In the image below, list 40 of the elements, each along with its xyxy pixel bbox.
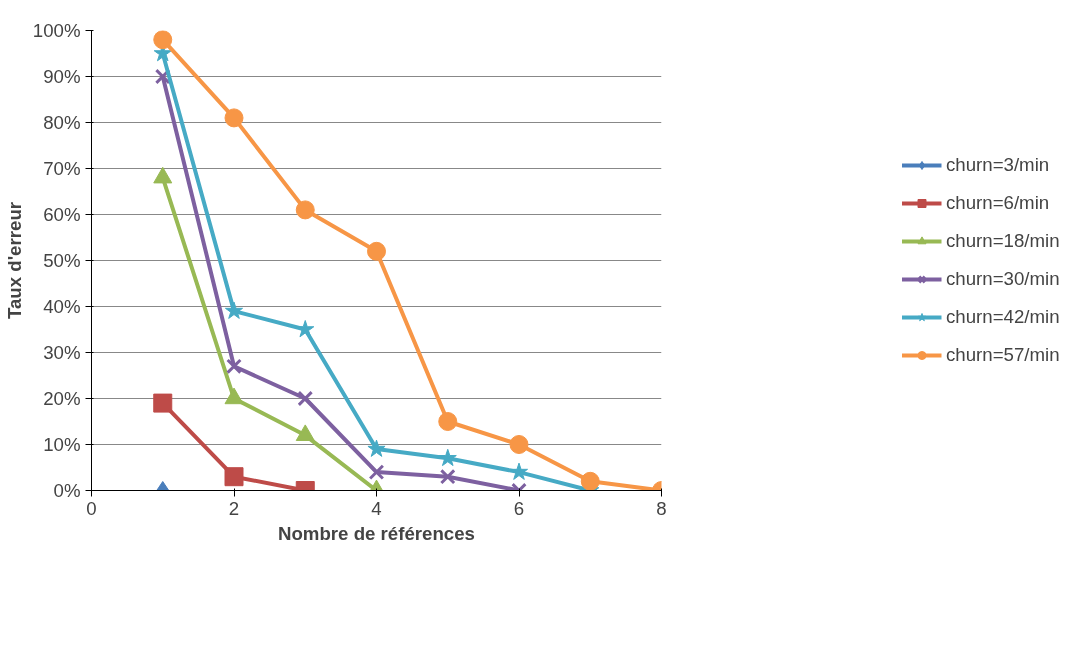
y-tick-label: 90%	[43, 66, 81, 87]
y-tick-label: 70%	[43, 158, 81, 179]
point	[153, 30, 173, 50]
x-tick-label: 6	[513, 497, 525, 519]
point	[153, 393, 173, 413]
y-tick-label: 60%	[43, 204, 81, 225]
point	[438, 448, 457, 467]
y-tick-label: 30%	[43, 342, 81, 363]
legend-label: churn=18/min	[946, 230, 1061, 252]
point	[224, 108, 244, 128]
point	[224, 467, 244, 487]
y-tick-label: 10%	[43, 434, 81, 455]
point	[295, 200, 315, 220]
x-axis-title: Nombre de références	[277, 522, 476, 544]
x-tick-label: 8	[656, 497, 667, 519]
point	[509, 435, 529, 454]
point	[367, 439, 386, 457]
point	[509, 462, 529, 480]
y-tick-label: 50%	[43, 250, 81, 271]
legend-label: churn=57/min	[946, 344, 1061, 366]
point	[297, 390, 314, 407]
y-axis-title: Taux d'erreur	[3, 201, 25, 320]
point	[438, 412, 458, 431]
x-tick-label: 2	[228, 497, 240, 519]
legend-label: churn=3/min	[946, 154, 1051, 176]
legend-label: churn=30/min	[946, 268, 1061, 290]
x-tick-label: 0	[86, 497, 97, 519]
y-tick-label: 0%	[53, 480, 81, 501]
point	[368, 464, 385, 480]
y-tick-label: 80%	[43, 112, 81, 133]
point	[439, 468, 456, 485]
legend-label: churn=6/min	[946, 192, 1051, 214]
legend-label: churn=42/min	[946, 306, 1061, 328]
point	[224, 301, 244, 319]
x-tick-label: 4	[371, 497, 382, 519]
point	[367, 241, 386, 261]
y-tick-label: 20%	[43, 388, 81, 409]
y-tick-label: 40%	[43, 296, 81, 317]
y-tick-label: 100%	[32, 20, 81, 41]
point	[226, 358, 242, 375]
